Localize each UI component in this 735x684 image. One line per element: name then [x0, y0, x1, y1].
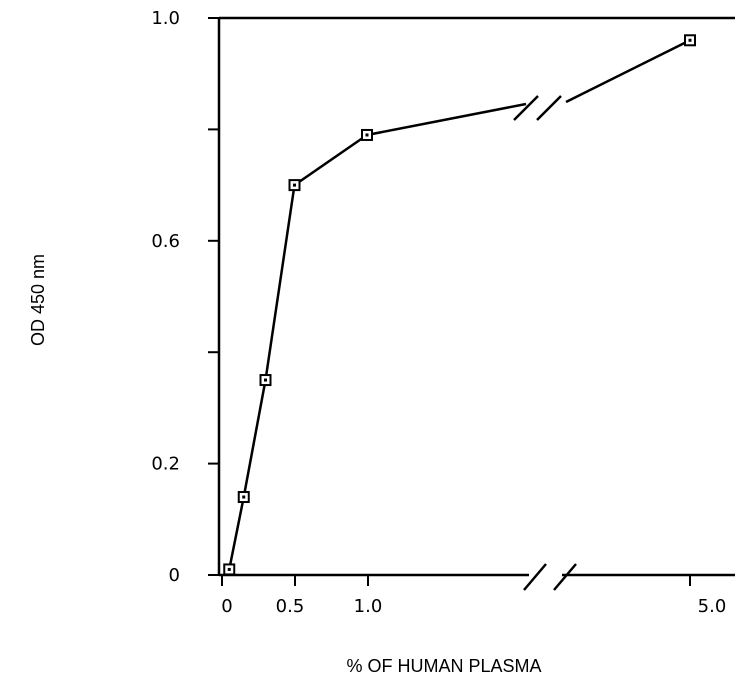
x-ticks: 0 0.5 1.0 5.0 — [221, 575, 726, 617]
series-line-break-left — [366, 102, 527, 137]
series-break-mark — [513, 95, 562, 121]
data-point-center — [365, 133, 369, 137]
x-tick-label: 0 — [221, 596, 232, 617]
y-tick-label: 0 — [169, 565, 180, 586]
series-line — [228, 133, 368, 570]
data-point-center — [242, 495, 246, 499]
data-point-center — [688, 38, 692, 42]
y-axis-title: OD 450 nm — [28, 254, 48, 346]
data-point-center — [227, 567, 231, 571]
series-layer — [223, 34, 696, 576]
data-point-center — [264, 378, 267, 382]
y-ticks: 0 0.2 0.6 1.0 — [151, 8, 219, 586]
data-point-center — [293, 183, 296, 187]
y-tick-label: 1.0 — [151, 8, 180, 29]
x-axis-title: % OF HUMAN PLASMA — [346, 656, 541, 676]
x-tick-label: 0.5 — [276, 596, 305, 617]
series-line-break-right — [565, 39, 691, 104]
x-axis-break-mark — [523, 563, 577, 591]
x-tick-label: 1.0 — [354, 596, 383, 617]
y-tick-label: 0.2 — [151, 454, 180, 475]
y-tick-label: 0.6 — [151, 231, 180, 252]
x-tick-label: 5.0 — [698, 596, 727, 617]
